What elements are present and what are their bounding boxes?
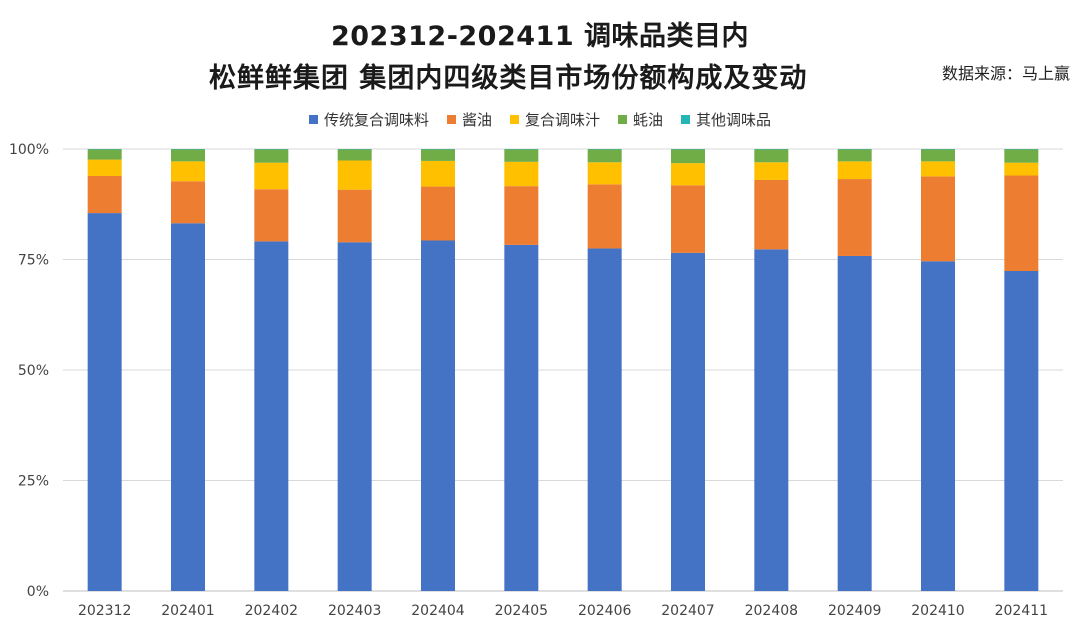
x-tick-label: 202312 <box>78 603 131 619</box>
bar-segment <box>87 159 122 176</box>
y-tick-label: 50% <box>18 363 49 379</box>
bar-segment <box>921 176 955 262</box>
legend-label: 酱油 <box>461 111 492 129</box>
legend-label: 蚝油 <box>633 111 664 129</box>
bar-segment <box>87 213 122 591</box>
bar-segment <box>837 255 872 592</box>
bar-segment <box>504 149 539 162</box>
bar-segment <box>254 189 289 242</box>
legend-swatch <box>446 115 456 124</box>
legend-item-oyster-sauce: 蚝油 <box>618 109 663 130</box>
bar-segment <box>671 185 705 253</box>
bar-segment <box>587 184 622 249</box>
x-tick-label: 202401 <box>161 603 214 619</box>
bar-segment <box>337 189 372 243</box>
bar-segment <box>421 240 455 591</box>
bar-segment <box>421 149 455 161</box>
bar-segment <box>754 249 789 592</box>
bar-segment <box>837 161 872 180</box>
legend-swatch <box>618 115 627 124</box>
bar-segment <box>921 149 955 162</box>
bar-segment <box>254 162 289 190</box>
x-tick-label: 202404 <box>411 603 465 619</box>
x-tick-label: 202408 <box>745 603 798 619</box>
bar-segment <box>587 149 622 163</box>
bar-segment <box>87 175 122 214</box>
x-tick-label: 202410 <box>911 603 964 619</box>
y-tick-label: 25% <box>18 474 49 490</box>
y-tick-label: 100% <box>9 142 49 158</box>
legend-swatch <box>681 115 691 124</box>
bar-segment <box>754 162 789 180</box>
bar-segment <box>171 149 205 162</box>
bar-segment <box>754 179 789 250</box>
chart-title-line2: 松鲜鲜集团 集团内四级类目市场份额构成及变动 <box>209 63 808 94</box>
legend-label: 传统复合调味料 <box>323 111 429 129</box>
bar-segment <box>671 252 705 591</box>
x-tick-label: 202403 <box>328 603 381 619</box>
bar-segment <box>337 242 372 591</box>
y-tick-label: 75% <box>18 253 49 269</box>
bar-segment <box>337 160 372 190</box>
bar-segment <box>504 244 539 591</box>
bar-segment <box>421 160 455 187</box>
chart-title-line1: 202312-202411 调味品类目内 <box>330 21 750 52</box>
legend-item-traditional: 传统复合调味料 <box>308 109 429 130</box>
bar-segment <box>171 223 205 592</box>
bar-segment <box>87 149 122 160</box>
bar-segment <box>837 179 872 256</box>
legend-swatch <box>308 115 318 124</box>
bar-segment <box>921 261 955 591</box>
chart-legend: 传统复合调味料 酱油 复合调味汁 蚝油 其他调味品 <box>0 109 1080 130</box>
bar-segment <box>504 186 539 245</box>
x-tick-label: 202405 <box>495 603 548 619</box>
bar-segment <box>754 149 789 163</box>
bar-segment <box>671 149 705 164</box>
x-tick-label: 202406 <box>578 603 632 619</box>
bar-segment <box>337 149 372 161</box>
bar-segment <box>171 181 205 224</box>
bar-segment <box>837 149 872 162</box>
bar-segment <box>587 248 622 591</box>
x-tick-label: 202409 <box>828 603 881 619</box>
bar-segment <box>171 161 205 182</box>
legend-item-compound-sauce: 复合调味汁 <box>509 109 600 130</box>
bar-segment <box>1004 162 1039 176</box>
legend-item-other: 其他调味品 <box>681 109 771 130</box>
legend-item-soy-sauce: 酱油 <box>446 109 492 130</box>
bar-segment <box>421 186 455 241</box>
legend-swatch <box>509 115 519 124</box>
legend-label: 其他调味品 <box>696 111 772 129</box>
bar-segment <box>671 163 705 186</box>
bar-segment <box>1004 270 1039 591</box>
x-tick-label: 202407 <box>661 603 714 619</box>
bar-segment <box>1004 149 1039 163</box>
bar-segment <box>504 161 539 187</box>
x-tick-label: 202411 <box>995 603 1048 619</box>
x-tick-label: 202402 <box>245 603 298 619</box>
bar-segment <box>254 149 289 163</box>
bar-segment <box>921 161 955 177</box>
bar-segment <box>254 241 289 592</box>
source-note: 数据来源：马上赢 <box>941 64 1070 83</box>
legend-label: 复合调味汁 <box>524 111 600 129</box>
bar-segment <box>587 162 622 185</box>
y-tick-label: 0% <box>27 584 49 600</box>
bar-segment <box>1004 175 1039 271</box>
